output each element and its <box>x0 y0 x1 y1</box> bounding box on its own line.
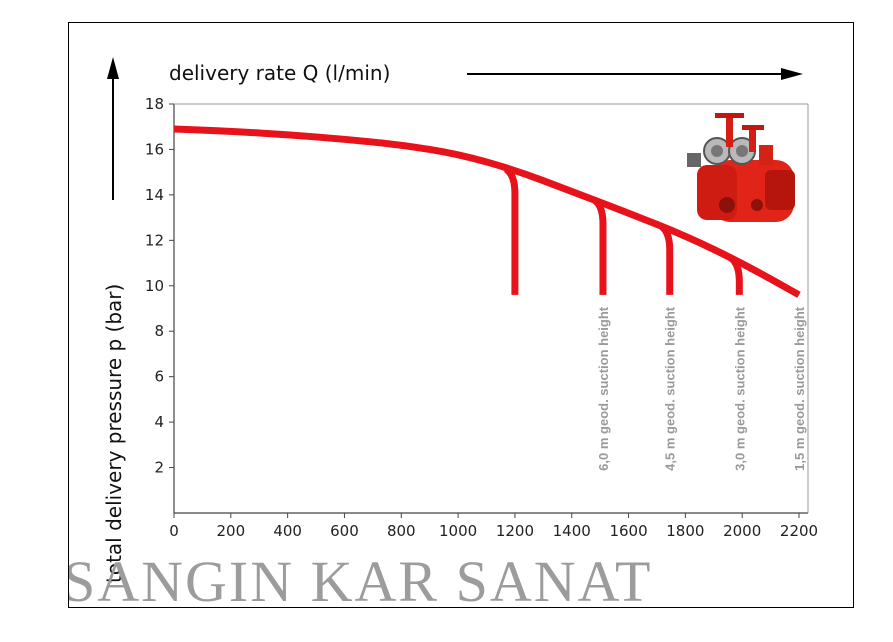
y-tick-label: 16 <box>145 140 164 158</box>
y-tick-label: 2 <box>154 459 164 477</box>
chart-frame: 0 200 400 600 800 1000 1200 1400 1600 1800 2000 220… <box>68 22 854 609</box>
suction-height-label: 4,5 m geod. suction height <box>663 306 678 471</box>
x-tick-label: 1400 <box>553 522 591 540</box>
fire-pump-image-icon <box>687 113 795 222</box>
x-tick-label: 200 <box>216 522 245 540</box>
x-tick-label: 400 <box>273 522 302 540</box>
x-tick-label: 800 <box>387 522 416 540</box>
y-tick-label: 12 <box>145 231 164 249</box>
x-tick-label: 1000 <box>439 522 477 540</box>
y-axis-arrowhead <box>107 57 119 79</box>
suction-height-label: 3,0 m geod. suction height <box>732 306 747 471</box>
x-tick-label: 0 <box>169 522 179 540</box>
y-tick-label: 18 <box>145 95 164 113</box>
pump-performance-chart: 0 200 400 600 800 1000 1200 1400 1600 1800 2000 220… <box>69 57 818 609</box>
watermark-text: SANGIN KAR SANAT <box>69 549 653 609</box>
y-tick-label: 8 <box>154 322 164 340</box>
axes <box>173 103 809 514</box>
suction-drop-curve <box>728 254 743 295</box>
suction-drop-curve <box>591 196 607 295</box>
x-ticks: 0 200 400 600 800 1000 1200 1400 1600 1800 2000 220… <box>169 513 818 540</box>
x-tick-label: 1200 <box>496 522 534 540</box>
suction-drop-curve <box>503 166 519 295</box>
y-tick-label: 10 <box>145 277 164 295</box>
y-ticks: 2 4 6 8 10 12 14 16 18 <box>145 95 174 477</box>
suction-height-label: 6,0 m geod. suction height <box>596 306 611 471</box>
x-axis-label: delivery rate Q (l/min) <box>169 61 390 85</box>
y-tick-label: 6 <box>154 368 164 386</box>
y-axis-label: total delivery pressure p (bar) <box>102 284 126 583</box>
main-pressure-curve <box>173 125 801 298</box>
curves <box>173 125 801 298</box>
x-axis-arrowhead <box>781 68 803 80</box>
x-tick-label: 1600 <box>609 522 647 540</box>
x-tick-label: 1800 <box>666 522 704 540</box>
curve-labels: 6,0 m geod. suction height 4,5 m geod. su… <box>596 306 807 471</box>
x-tick-label: 2000 <box>723 522 761 540</box>
suction-height-label: 1,5 m geod. suction height <box>792 306 807 471</box>
y-tick-label: 14 <box>145 186 164 204</box>
x-tick-label: 2200 <box>780 522 818 540</box>
y-tick-label: 4 <box>154 413 164 431</box>
x-tick-label: 600 <box>330 522 359 540</box>
suction-drop-curve <box>658 222 674 295</box>
